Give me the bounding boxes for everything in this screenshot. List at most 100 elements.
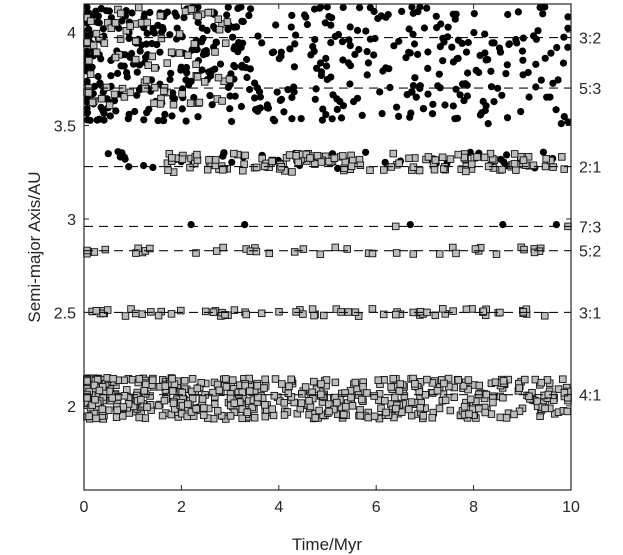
data-point: [91, 395, 99, 404]
data-point: [276, 96, 284, 104]
data-point: [480, 153, 489, 162]
data-point: [333, 398, 341, 407]
data-point: [429, 100, 437, 108]
data-point: [454, 376, 463, 384]
data-point: [168, 154, 176, 162]
data-point: [322, 54, 330, 63]
data-point: [541, 54, 549, 62]
data-point: [405, 48, 413, 56]
data-point: [310, 377, 318, 386]
data-point: [270, 391, 279, 400]
data-point: [529, 161, 538, 170]
data-point: [316, 250, 325, 259]
data-point: [240, 160, 248, 168]
data-point: [183, 63, 191, 72]
data-point: [163, 8, 172, 16]
data-point: [391, 222, 400, 231]
data-point: [470, 10, 478, 18]
data-point: [446, 155, 455, 163]
data-point: [124, 115, 132, 123]
data-point: [180, 377, 189, 385]
data-point: [446, 406, 455, 415]
data-point: [121, 312, 130, 320]
data-point: [435, 250, 444, 258]
data-point: [356, 4, 364, 12]
data-point: [439, 165, 448, 173]
data-point: [419, 412, 428, 420]
x-tick-label: 0: [80, 499, 89, 516]
data-point: [177, 66, 185, 74]
data-point: [344, 59, 352, 67]
data-point: [288, 93, 296, 102]
data-point: [217, 411, 226, 420]
data-point: [85, 56, 93, 65]
data-point: [178, 388, 186, 397]
data-point: [408, 3, 416, 11]
data-point: [322, 376, 331, 384]
data-point: [525, 392, 533, 401]
data-point: [307, 51, 315, 59]
data-point: [376, 88, 384, 96]
data-point: [298, 390, 306, 398]
data-point: [154, 401, 163, 410]
data-point: [499, 393, 507, 402]
data-point: [302, 13, 310, 21]
data-point: [131, 309, 140, 318]
data-point: [216, 60, 225, 68]
data-point: [184, 400, 192, 408]
data-point: [503, 114, 512, 122]
data-point: [347, 162, 356, 171]
data-point: [254, 32, 262, 40]
data-point: [288, 11, 296, 19]
data-point: [141, 414, 150, 422]
data-point: [187, 77, 195, 85]
data-point: [390, 42, 398, 50]
data-point: [362, 27, 370, 35]
data-point: [252, 247, 261, 256]
data-point: [239, 166, 247, 175]
data-point: [102, 83, 111, 92]
data-point: [444, 33, 452, 41]
data-point: [412, 93, 420, 101]
data-point: [229, 376, 237, 384]
data-point: [350, 98, 358, 106]
data-point: [118, 17, 126, 25]
data-point: [143, 29, 151, 37]
resonance-label-5-3: 5:3: [579, 81, 601, 98]
data-point: [564, 24, 572, 32]
data-point: [452, 249, 460, 258]
data-point: [243, 55, 251, 64]
data-point: [114, 69, 122, 77]
data-point: [188, 375, 197, 383]
data-point: [552, 221, 561, 229]
data-point: [190, 93, 198, 102]
data-point: [433, 24, 441, 32]
data-point: [100, 109, 108, 117]
data-point: [559, 375, 567, 383]
data-point: [487, 67, 495, 75]
data-point: [419, 105, 427, 113]
data-point: [231, 63, 239, 71]
data-point: [160, 87, 168, 95]
data-point: [214, 15, 223, 23]
resonance-label-4-1: 4:1: [579, 388, 601, 405]
data-point: [368, 305, 377, 313]
data-point: [140, 116, 148, 124]
data-point: [533, 397, 542, 406]
data-point: [161, 110, 169, 118]
data-point: [95, 19, 103, 27]
data-point: [377, 404, 385, 412]
data-point: [215, 25, 224, 34]
data-point: [339, 56, 347, 64]
data-point: [88, 63, 96, 71]
data-point: [187, 5, 196, 13]
data-point: [563, 407, 571, 416]
data-point: [366, 4, 374, 12]
data-point: [410, 40, 419, 48]
data-point: [456, 91, 464, 99]
data-point: [356, 161, 365, 170]
data-point: [325, 400, 333, 408]
data-point: [230, 399, 239, 407]
data-point: [140, 162, 148, 170]
data-point: [337, 114, 346, 122]
